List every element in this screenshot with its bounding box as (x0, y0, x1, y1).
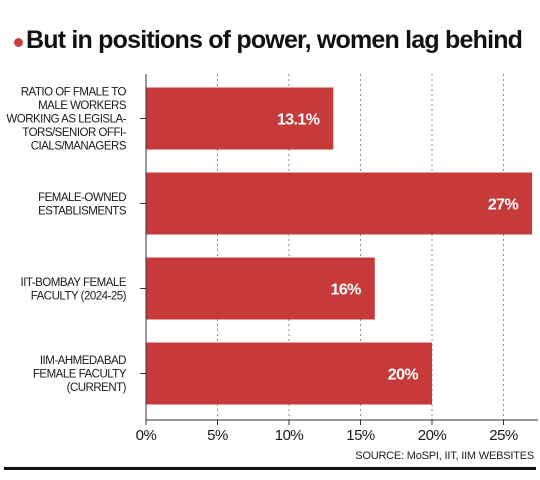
data-label-0: 13.1% (277, 112, 320, 129)
category-label-0-line-0: RATIO OF FMALE TO (21, 87, 127, 99)
x-tick-label-5: 25% (489, 427, 518, 444)
chart-title: But in positions of power, women lag beh… (26, 25, 523, 54)
title-row: But in positions of power, women lag beh… (14, 22, 523, 58)
data-label-3: 20% (388, 367, 419, 384)
x-tick-label-2: 10% (275, 427, 304, 444)
bullet-dot-icon (14, 37, 23, 47)
x-tick-label-3: 15% (346, 427, 375, 444)
bottom-rule (4, 467, 536, 470)
category-label-0-line-1: MALE WORKERS (38, 100, 127, 112)
category-label-2-line-1: FACULTY (2024-25) (31, 290, 127, 302)
data-label-1: 27% (488, 197, 519, 214)
x-tick-label-1: 5% (207, 427, 228, 444)
category-label-0-line-2: WORKING AS LEGISLA- (6, 114, 126, 126)
category-label-1-line-0: FEMALE-OWNED (38, 192, 126, 204)
category-label-0-line-3: TORS/SENIOR OFFI- (22, 127, 126, 139)
category-label-3-line-1: FEMALE FACULTY (33, 369, 127, 381)
category-label-1-line-1: ESTABLISMENTS (38, 205, 127, 217)
bar-2 (146, 257, 375, 320)
category-label-2-line-0: IIT-BOMBAY FEMALE (21, 277, 127, 289)
data-label-2: 16% (331, 282, 362, 299)
bar-0 (146, 87, 334, 150)
category-label-3-line-0: IIM-AHMEDABAD (40, 355, 126, 367)
category-label-0-line-4: CIALS/MANAGERS (31, 141, 127, 153)
source-note: SOURCE: MoSPI, IIT, IIM WEBSITES (355, 450, 534, 462)
bar-1 (146, 172, 533, 235)
bar-3 (146, 342, 432, 405)
x-tick-label-0: 0% (136, 427, 157, 444)
category-label-3-line-2: (CURRENT) (67, 382, 127, 394)
x-tick-label-4: 20% (418, 427, 447, 444)
